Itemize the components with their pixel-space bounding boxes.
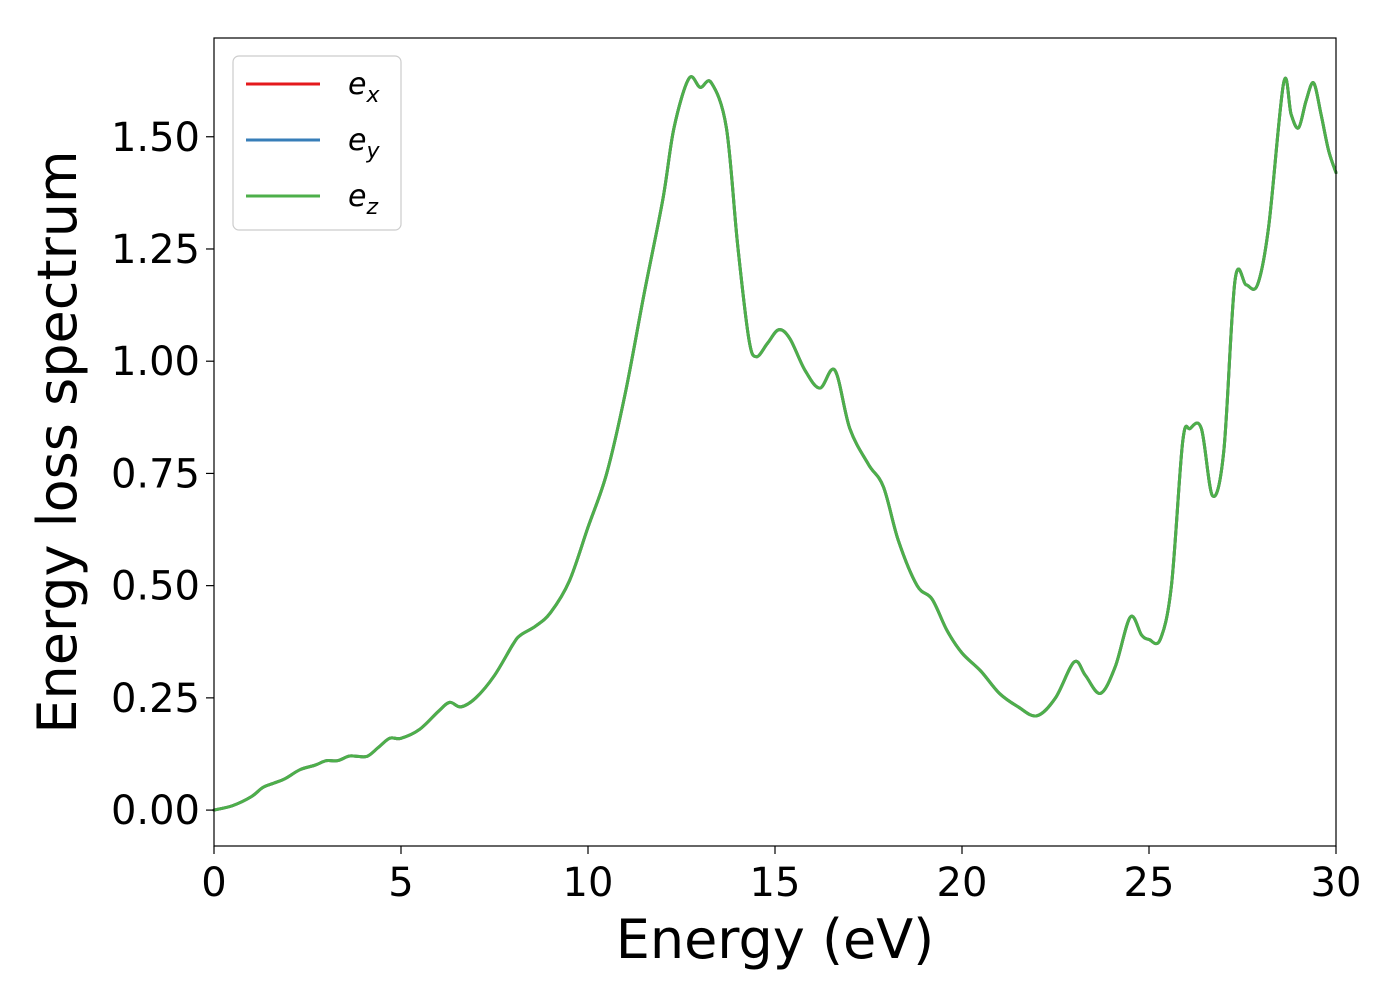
y-tick-label: 0.00 — [111, 788, 200, 834]
x-axis-ticks: 0 5 10 15 20 25 30 — [201, 846, 1361, 906]
x-tick-label: 5 — [388, 860, 413, 906]
y-axis-ticks: 0.00 0.25 0.50 0.75 1.00 1.25 1.50 — [111, 115, 214, 834]
y-tick-label: 0.50 — [111, 564, 200, 610]
x-tick-label: 25 — [1124, 860, 1175, 906]
series-line-z — [212, 75, 1338, 812]
x-axis-label: Energy (eV) — [616, 908, 935, 971]
y-tick-label: 1.00 — [111, 339, 200, 385]
series-layer — [212, 75, 1338, 812]
y-tick-label: 1.25 — [111, 227, 200, 273]
legend-label-z: ez — [348, 179, 378, 220]
legend-label-y: ey — [348, 123, 380, 164]
x-tick-label: 20 — [937, 860, 988, 906]
y-tick-label: 0.25 — [111, 676, 200, 722]
y-tick-label: 1.50 — [111, 115, 200, 161]
x-tick-label: 15 — [750, 860, 801, 906]
legend-box — [232, 55, 402, 231]
legend: ex ey ez — [232, 55, 402, 231]
x-tick-label: 30 — [1311, 860, 1362, 906]
x-tick-label: 0 — [201, 860, 226, 906]
y-axis-label: Energy loss spectrum — [26, 150, 89, 733]
legend-label-x: ex — [348, 67, 380, 108]
x-tick-label: 10 — [563, 860, 614, 906]
y-tick-label: 0.75 — [111, 451, 200, 497]
